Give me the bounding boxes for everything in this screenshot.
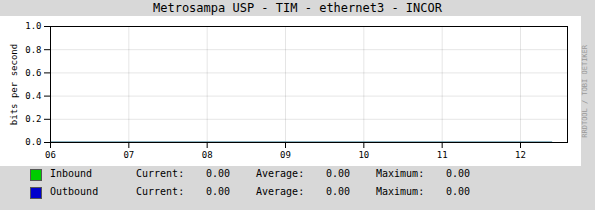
html-text:0.00: 0.00 [446, 186, 471, 197]
svg-text:0.4: 0.4 [25, 91, 41, 101]
html-text:Current:: Current: [136, 168, 185, 179]
svg-text:0.6: 0.6 [25, 68, 41, 78]
svg-text:10: 10 [358, 150, 369, 160]
svg-text:11: 11 [437, 150, 448, 160]
svg-text:0.8: 0.8 [25, 45, 41, 55]
svg-text:09: 09 [280, 150, 291, 160]
html-text:Outbound: Outbound [50, 186, 99, 197]
svg-text:08: 08 [202, 150, 213, 160]
html-text:Inbound: Inbound [50, 168, 93, 179]
html-text:Average:: Average: [256, 186, 305, 197]
html-text:Current:: Current: [136, 186, 185, 197]
html-text:Maximum:: Maximum: [376, 186, 425, 197]
svg-text:06: 06 [45, 150, 56, 160]
html-text:0.00: 0.00 [326, 186, 351, 197]
html-text:Metrosampa USP - TIM - etherne: Metrosampa USP - TIM - ethernet3 - INCOR [153, 1, 442, 15]
svg-text:1.0: 1.0 [25, 21, 41, 31]
svg-text:12: 12 [515, 150, 526, 160]
svg-text:07: 07 [123, 150, 134, 160]
html-text:0.00: 0.00 [206, 186, 231, 197]
html-text:Maximum:: Maximum: [376, 168, 425, 179]
svg-text:0.0: 0.0 [25, 137, 41, 147]
html-text:0.00: 0.00 [326, 168, 351, 179]
html-text:Average:: Average: [256, 168, 305, 179]
svg-text:bits per second: bits per second [9, 44, 19, 125]
svg-text:0.2: 0.2 [25, 114, 41, 124]
html-text:0.00: 0.00 [446, 168, 471, 179]
html-text:0.00: 0.00 [206, 168, 231, 179]
html-text:RRDTOOL / TOBI OETIKER: RRDTOOL / TOBI OETIKER [581, 44, 589, 138]
